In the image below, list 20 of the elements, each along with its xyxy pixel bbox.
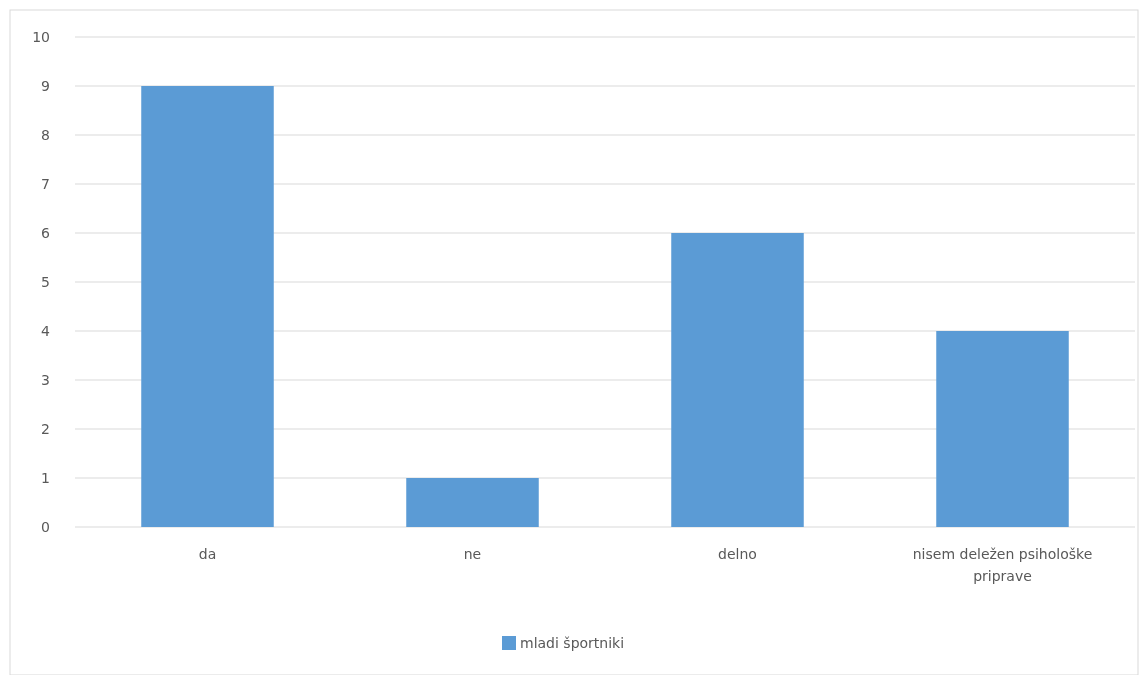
y-tick-label: 10	[32, 28, 50, 45]
y-tick-label: 3	[41, 371, 50, 388]
bar	[406, 478, 539, 527]
y-tick-label: 9	[41, 77, 50, 94]
y-tick-label: 1	[41, 469, 50, 486]
x-tick-label: da	[198, 546, 217, 562]
bar	[936, 331, 1069, 527]
x-tick-label: nisem deležen psihološke priprave	[912, 546, 1093, 584]
y-tick-label: 2	[41, 420, 50, 437]
legend-label: mladi športniki	[520, 634, 625, 651]
y-tick-label: 5	[41, 273, 50, 290]
x-tick-label: ne	[463, 546, 482, 562]
y-tick-label: 8	[41, 126, 50, 143]
x-tick-label: delno	[718, 546, 757, 562]
y-tick-label: 4	[41, 322, 51, 339]
y-tick-label: 0	[41, 518, 50, 535]
y-tick-label: 7	[41, 175, 50, 192]
bar	[671, 233, 804, 527]
y-tick-label: 6	[41, 224, 51, 241]
bar	[141, 86, 274, 527]
